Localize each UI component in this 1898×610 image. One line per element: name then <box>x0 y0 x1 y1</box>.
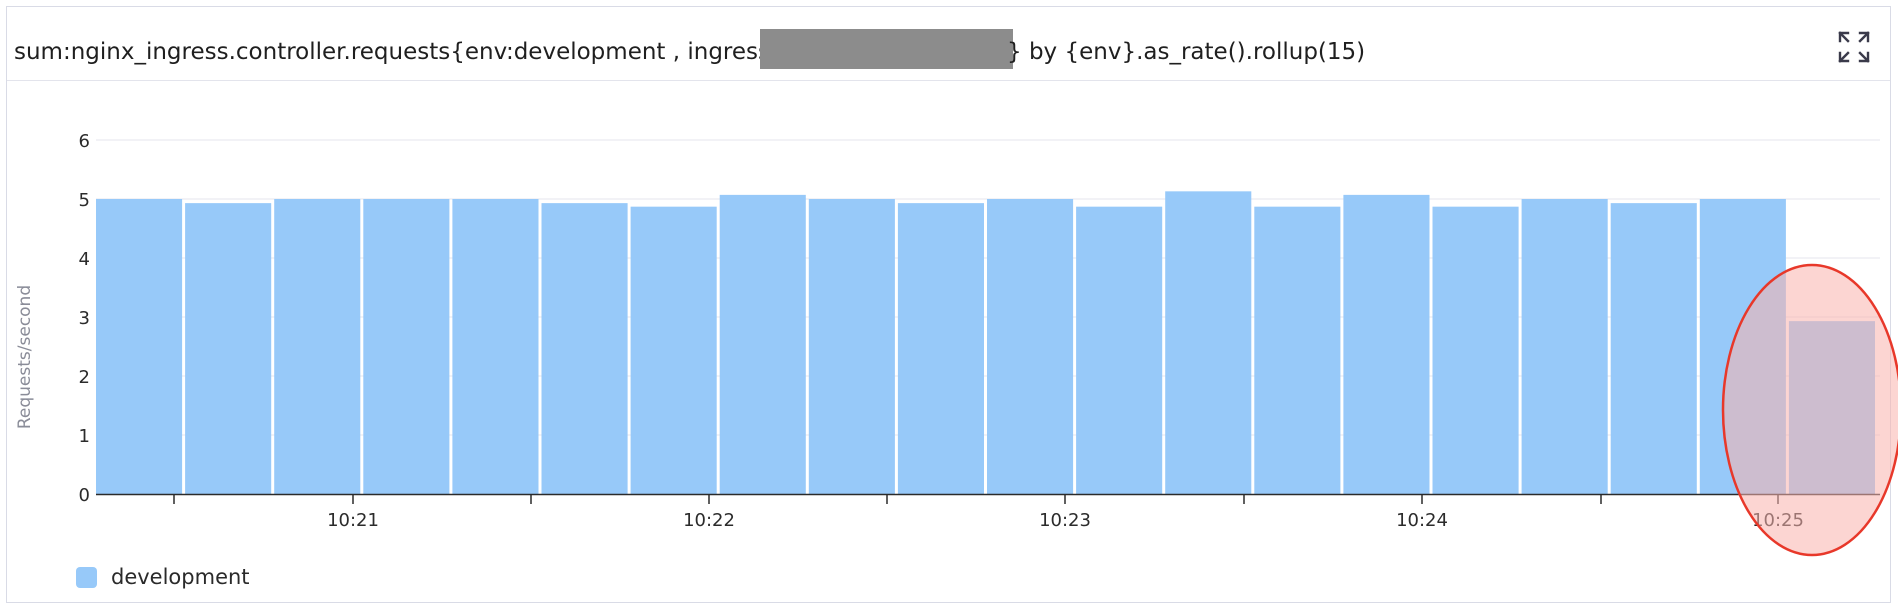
x-tick-label: 10:24 <box>1396 510 1448 531</box>
y-tick-label: 6 <box>79 131 90 152</box>
bar[interactable] <box>1432 206 1519 495</box>
highlight-ellipse <box>1721 263 1898 557</box>
bar[interactable] <box>96 199 183 494</box>
x-tick-label: 10:23 <box>1039 510 1091 531</box>
redaction-block <box>760 29 1014 69</box>
y-tick-label: 1 <box>79 426 90 447</box>
y-tick-label: 2 <box>79 367 90 388</box>
legend-swatch-development <box>76 566 97 588</box>
bar[interactable] <box>185 203 272 494</box>
bar[interactable] <box>452 199 539 494</box>
y-tick-label: 0 <box>79 485 90 506</box>
x-tick-label: 10:22 <box>683 510 735 531</box>
bar[interactable] <box>897 203 984 494</box>
bar[interactable] <box>363 199 450 494</box>
bar[interactable] <box>1343 194 1430 494</box>
bar[interactable] <box>987 199 1074 494</box>
widget-header: sum:nginx_ingress.controller.requests{en… <box>7 7 1890 81</box>
widget-title: sum:nginx_ingress.controller.requests{en… <box>14 29 1365 69</box>
bar[interactable] <box>1254 206 1341 495</box>
bar[interactable] <box>541 203 628 494</box>
x-tick-label: 10:21 <box>327 510 379 531</box>
y-tick-label: 5 <box>79 190 90 211</box>
bar[interactable] <box>719 194 806 494</box>
expand-icon[interactable] <box>1836 29 1872 65</box>
legend-label-development[interactable]: development <box>111 565 250 589</box>
bar[interactable] <box>630 206 717 495</box>
y-tick-label: 4 <box>79 249 90 270</box>
bar[interactable] <box>274 199 361 494</box>
expand-icon-glyph <box>1838 31 1870 63</box>
bar[interactable] <box>1076 206 1163 495</box>
bar[interactable] <box>808 199 895 494</box>
title-query-end: } by {env}.as_rate().rollup(15) <box>1007 39 1366 65</box>
y-tick-label: 3 <box>79 308 90 329</box>
chart-legend: development <box>76 565 250 589</box>
bar[interactable] <box>1610 203 1697 494</box>
title-query-start: sum:nginx_ingress.controller.requests{en… <box>14 39 771 65</box>
bar[interactable] <box>1165 191 1252 494</box>
bar[interactable] <box>1521 199 1608 494</box>
y-axis-label: Requests/second <box>15 285 35 429</box>
